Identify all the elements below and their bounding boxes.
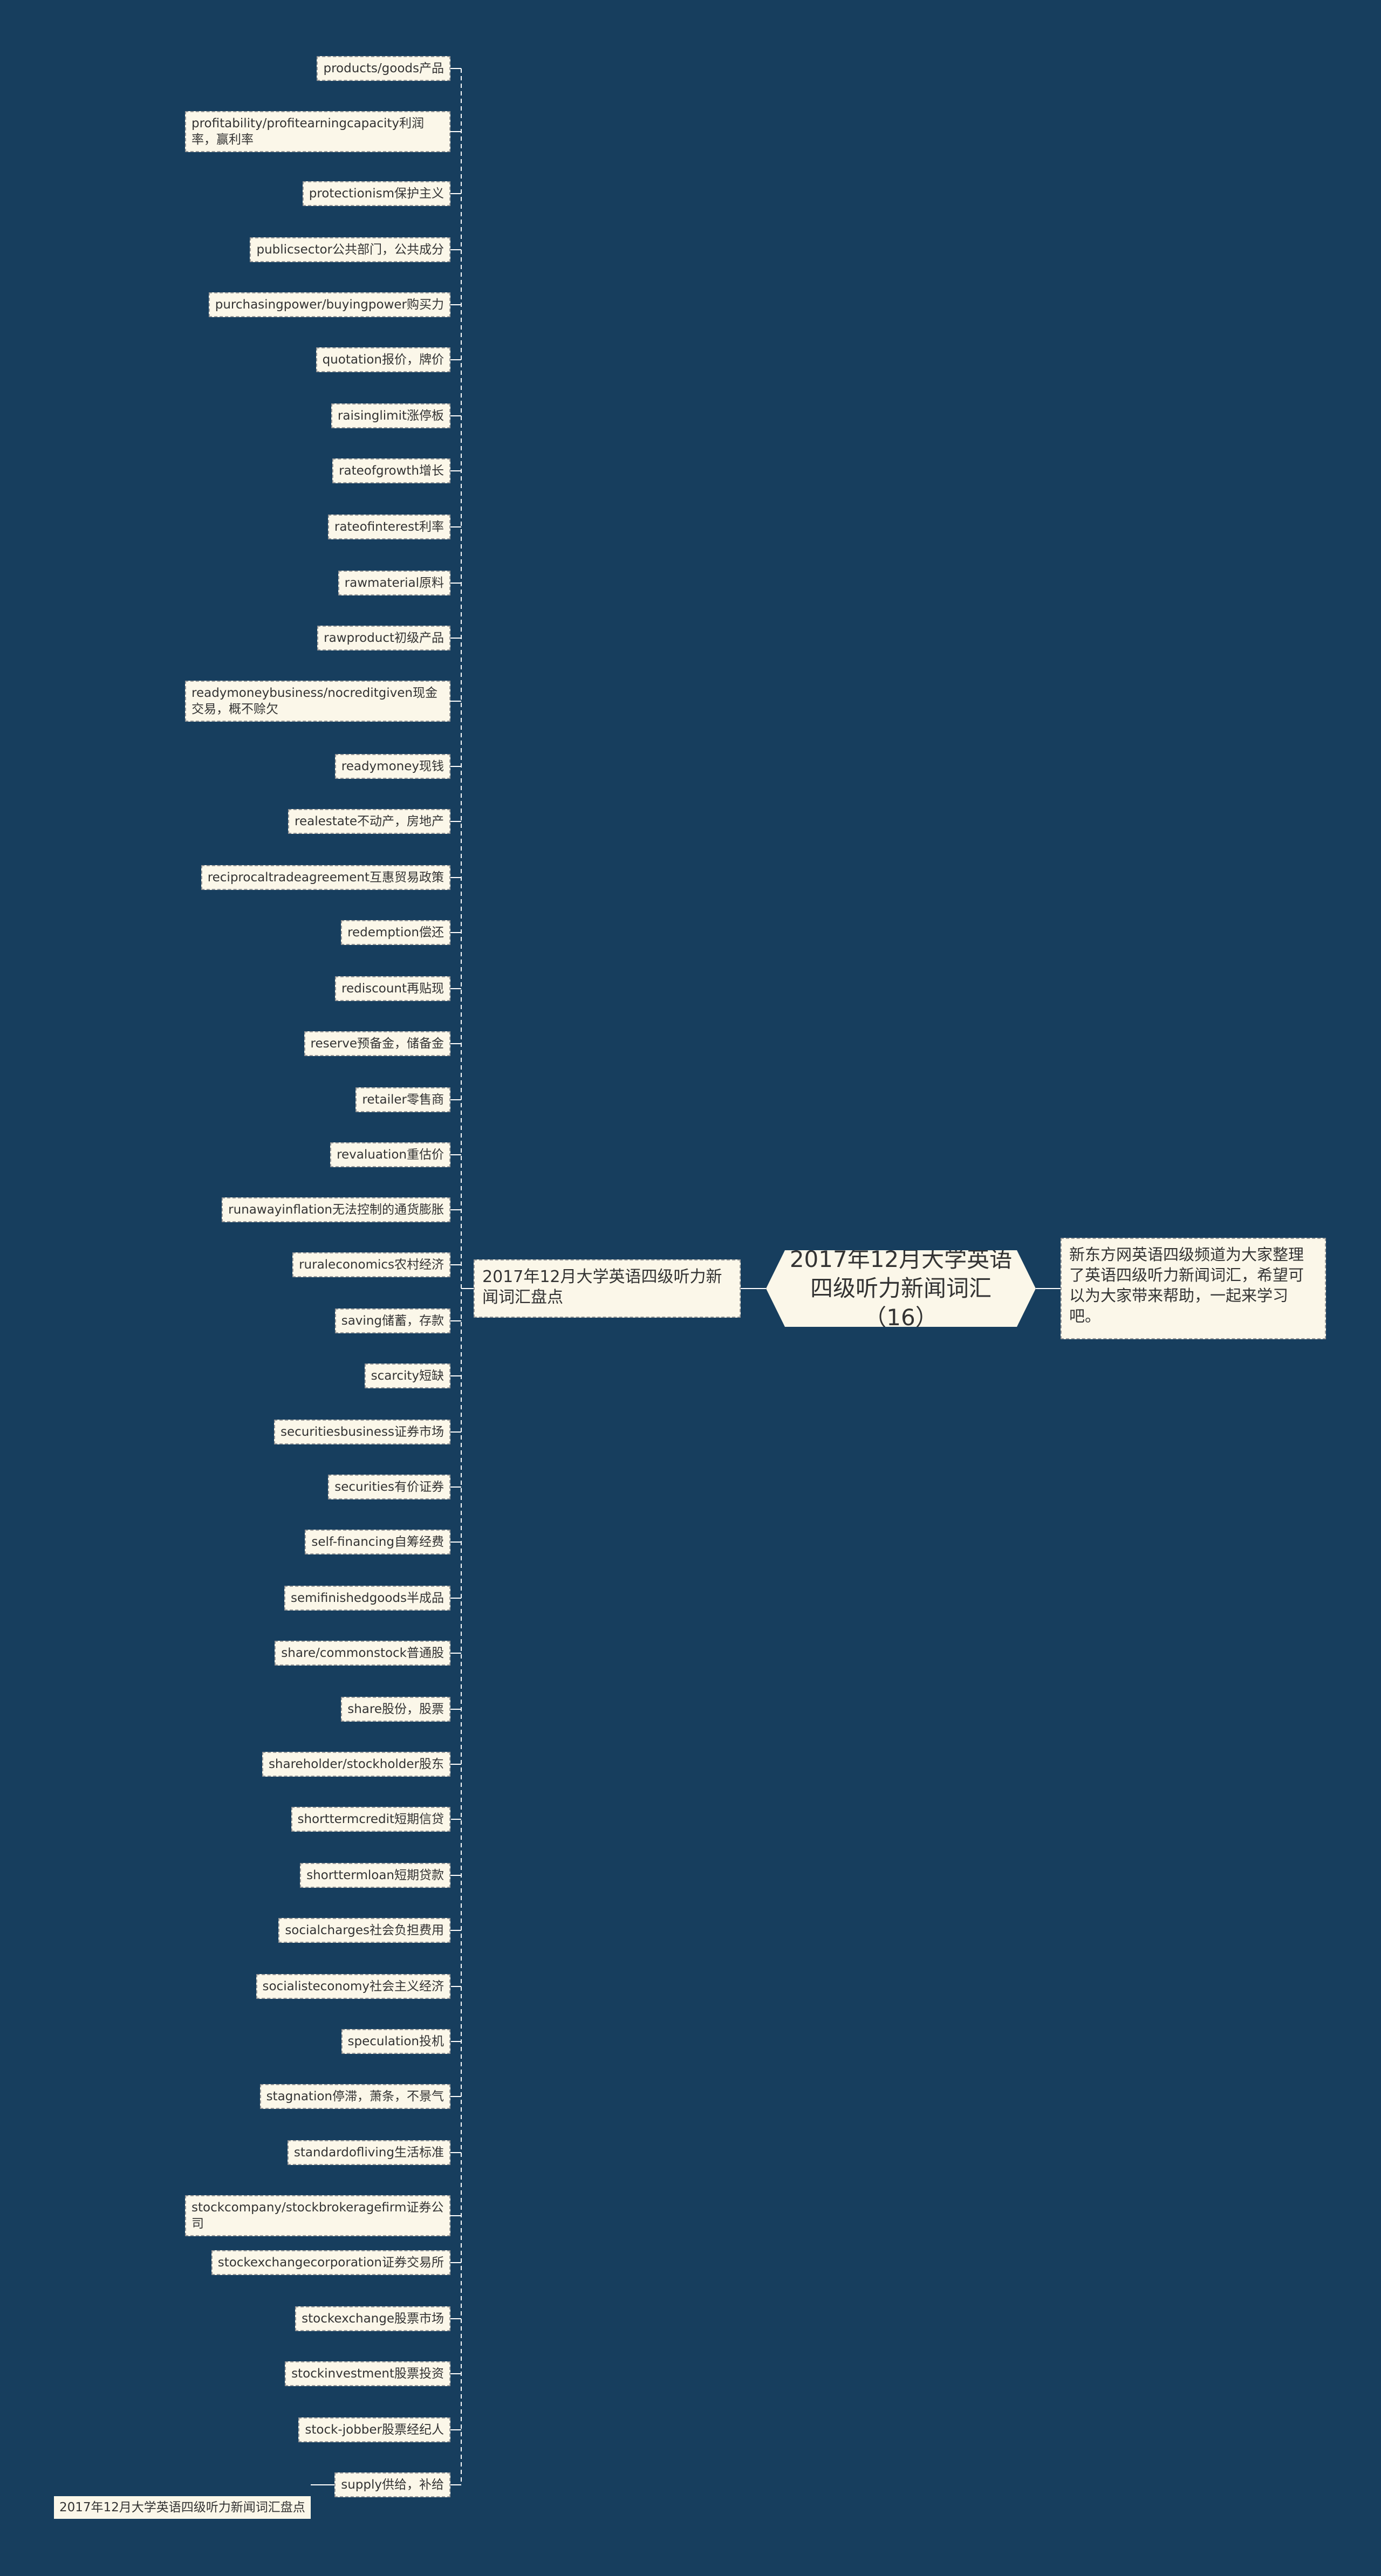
leaf-node[interactable]: rawproduct初级产品 — [317, 626, 450, 650]
leaf-node[interactable]: socialcharges社会负担费用 — [278, 1918, 450, 1943]
leaf-node[interactable]: revaluation重估价 — [330, 1142, 450, 1167]
leaf-node[interactable]: stagnation停滞，萧条，不景气 — [259, 2084, 450, 2109]
leaf-label: stockexchangecorporation证券交易所 — [217, 2256, 444, 2270]
leaf-node[interactable]: rateofgrowth增长 — [332, 458, 450, 483]
leaf-node[interactable]: supply供给，补给 — [334, 2472, 450, 2497]
leaf-node[interactable]: redemption偿还 — [341, 920, 450, 945]
leaf-label: profitability/profitearningcapacity利润率，赢… — [192, 117, 425, 147]
leaf-label: securities有价证券 — [334, 1480, 444, 1494]
leaf-label: share/commonstock普通股 — [281, 1646, 444, 1660]
leaf-label: shareholder/stockholder股东 — [268, 1757, 444, 1771]
leaf-node[interactable]: publicsector公共部门，公共成分 — [250, 237, 450, 262]
leaf-label: rateofgrowth增长 — [339, 464, 444, 478]
leaf-node[interactable]: ruraleconomics农村经济 — [292, 1252, 450, 1277]
leaf-node[interactable]: rawmaterial原料 — [338, 571, 450, 595]
leaf-node[interactable]: shareholder/stockholder股东 — [262, 1752, 450, 1777]
leaf-node[interactable]: securities有价证券 — [328, 1475, 450, 1499]
leaf-label: standardofliving生活标准 — [293, 2146, 444, 2160]
leaf-label: readymoneybusiness/nocreditgiven现金交易，概不赊… — [192, 686, 437, 716]
leaf-label: reserve预备金，储备金 — [310, 1037, 444, 1051]
leaf-node[interactable]: scarcity短缺 — [364, 1364, 450, 1388]
leaf-label: saving储蓄，存款 — [341, 1314, 444, 1328]
root-node[interactable]: 2017年12月大学英语四级听力新闻词汇（16） — [766, 1250, 1036, 1327]
leaf-label: socialcharges社会负担费用 — [285, 1923, 444, 1937]
leaf-label: stockinvestment股票投资 — [291, 2367, 444, 2381]
leaf-node[interactable]: stockexchange股票市场 — [295, 2306, 450, 2331]
root-title: 2017年12月大学英语四级听力新闻词汇（16） — [789, 1246, 1013, 1331]
leaf-node[interactable]: share股份，股票 — [341, 1697, 450, 1722]
leaf-label: protectionism保护主义 — [309, 187, 444, 201]
leaf-node[interactable]: rediscount再贴现 — [335, 976, 450, 1001]
leaf-node[interactable]: retailer零售商 — [355, 1087, 450, 1112]
leaf-label: redemption偿还 — [347, 926, 444, 940]
leaf-label: quotation报价，牌价 — [322, 353, 444, 367]
leaf-node[interactable]: stock-jobber股票经纪人 — [298, 2417, 450, 2442]
leaf-node[interactable]: stockexchangecorporation证券交易所 — [211, 2250, 450, 2275]
leaf-node[interactable]: reciprocaltradeagreement互惠贸易政策 — [201, 865, 450, 890]
leaf-label: shorttermcredit短期信贷 — [297, 1812, 445, 1826]
leaf-label: raisinglimit涨停板 — [337, 409, 444, 423]
leaf-label: self-financing自筹经费 — [311, 1535, 444, 1549]
leaf-label: rateofinterest利率 — [334, 520, 444, 534]
leaf-node[interactable]: products/goods产品 — [317, 56, 450, 81]
leaf-label: products/goods产品 — [323, 61, 444, 76]
summary-label: 2017年12月大学英语四级听力新闻词汇盘点 — [59, 2500, 305, 2515]
leaf-node[interactable]: shorttermloan短期贷款 — [300, 1863, 450, 1888]
leaf-node[interactable]: purchasingpower/buyingpower购买力 — [208, 292, 450, 317]
leaf-label: rawproduct初级产品 — [324, 631, 444, 645]
leaf-label: stockexchange股票市场 — [302, 2312, 444, 2326]
leaf-label: stagnation停滞，萧条，不景气 — [266, 2089, 444, 2104]
leaf-label: retailer零售商 — [362, 1093, 444, 1107]
leaf-node[interactable]: rateofinterest利率 — [327, 515, 450, 539]
leaf-label: purchasingpower/buyingpower购买力 — [215, 298, 444, 312]
leaf-node[interactable]: reserve预备金，储备金 — [304, 1031, 450, 1056]
leaf-node[interactable]: socialisteconomy社会主义经济 — [256, 1974, 450, 1999]
leaf-label: shorttermloan短期贷款 — [306, 1868, 444, 1882]
note-text: 新东方网英语四级频道为大家整理了英语四级听力新闻词汇，希望可以为大家带来帮助，一… — [1069, 1245, 1304, 1325]
leaf-node[interactable]: shorttermcredit短期信贷 — [291, 1807, 450, 1832]
leaf-label: rediscount再贴现 — [341, 982, 444, 996]
leaf-label: scarcity短缺 — [371, 1369, 444, 1383]
leaf-node[interactable]: saving储蓄，存款 — [334, 1308, 450, 1333]
leaf-label: stock-jobber股票经纪人 — [305, 2423, 444, 2437]
leaf-node[interactable]: share/commonstock普通股 — [275, 1641, 450, 1666]
leaf-label: readymoney现钱 — [341, 759, 444, 773]
leaf-node[interactable]: profitability/profitearningcapacity利润率，赢… — [185, 111, 450, 152]
leaf-label: revaluation重估价 — [337, 1148, 444, 1162]
leaf-node[interactable]: readymoney现钱 — [334, 754, 450, 779]
leaf-label: ruraleconomics农村经济 — [299, 1258, 444, 1272]
leaf-label: reciprocaltradeagreement互惠贸易政策 — [207, 871, 444, 885]
leaf-node[interactable]: stockcompany/stockbrokeragefirm证券公司 — [185, 2195, 450, 2236]
leaf-node[interactable]: standardofliving生活标准 — [287, 2140, 450, 2165]
leaf-label: stockcompany/stockbrokeragefirm证券公司 — [192, 2201, 444, 2231]
leaf-label: publicsector公共部门，公共成分 — [256, 243, 444, 257]
leaf-node[interactable]: realestate不动产，房地产 — [288, 809, 450, 834]
summary-node[interactable]: 2017年12月大学英语四级听力新闻词汇盘点 — [54, 2496, 311, 2519]
leaf-node[interactable]: speculation投机 — [341, 2029, 450, 2054]
leaf-label: semifinishedgoods半成品 — [290, 1591, 444, 1605]
leaf-label: securitiesbusiness证券市场 — [281, 1425, 444, 1439]
leaf-node[interactable]: protectionism保护主义 — [302, 181, 450, 206]
leaf-label: supply供给，补给 — [341, 2478, 444, 2492]
leaf-node[interactable]: runawayinflation无法控制的通货膨胀 — [222, 1197, 450, 1222]
leaf-node[interactable]: self-financing自筹经费 — [305, 1530, 450, 1554]
leaf-label: rawmaterial原料 — [344, 576, 444, 590]
leaf-label: runawayinflation无法控制的通货膨胀 — [228, 1203, 444, 1217]
leaf-node[interactable]: readymoneybusiness/nocreditgiven现金交易，概不赊… — [185, 681, 450, 722]
note-node[interactable]: 新东方网英语四级频道为大家整理了英语四级听力新闻词汇，希望可以为大家带来帮助，一… — [1061, 1238, 1326, 1339]
branch-label: 2017年12月大学英语四级听力新闻词汇盘点 — [482, 1268, 722, 1307]
leaf-label: realestate不动产，房地产 — [295, 814, 444, 828]
leaf-label: socialisteconomy社会主义经济 — [262, 1979, 445, 1993]
leaf-node[interactable]: raisinglimit涨停板 — [331, 403, 450, 428]
leaf-node[interactable]: securitiesbusiness证券市场 — [274, 1420, 450, 1444]
leaf-node[interactable]: semifinishedgoods半成品 — [284, 1586, 450, 1611]
leaf-label: share股份，股票 — [347, 1702, 444, 1716]
branch-node[interactable]: 2017年12月大学英语四级听力新闻词汇盘点 — [474, 1259, 741, 1318]
leaf-label: speculation投机 — [347, 2034, 445, 2049]
leaf-node[interactable]: quotation报价，牌价 — [316, 347, 450, 372]
leaf-node[interactable]: stockinvestment股票投资 — [285, 2361, 450, 2386]
